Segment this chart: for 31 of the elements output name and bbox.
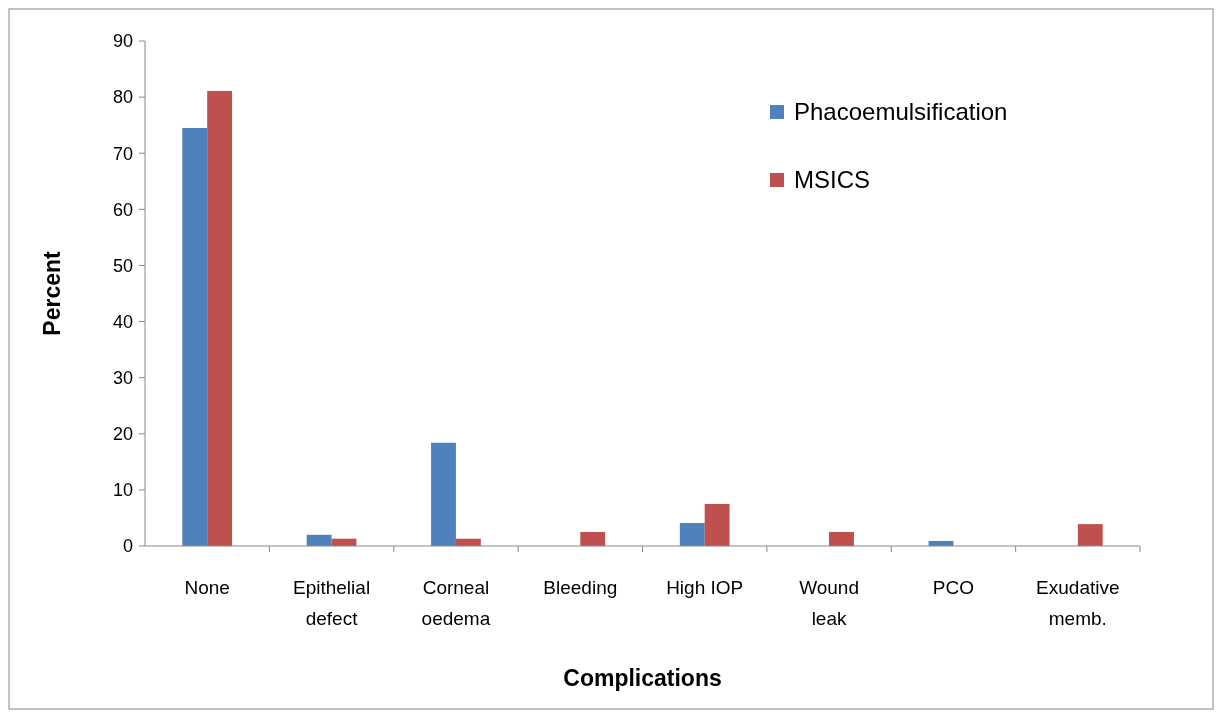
y-axis-title: Percent	[39, 250, 65, 336]
x-tick-label: Wound leak	[799, 577, 859, 629]
bar	[306, 534, 332, 546]
y-tick-label: 50	[112, 255, 133, 276]
bar	[679, 522, 705, 546]
y-tick-label: 10	[112, 480, 133, 501]
x-tick-label: None	[184, 577, 230, 598]
bar	[182, 127, 208, 546]
bar	[580, 531, 606, 546]
x-tick-label: Exudative memb.	[1036, 577, 1120, 629]
x-tick-label: PCO	[932, 577, 975, 598]
y-tick-label: 80	[112, 87, 133, 108]
y-tick-label: 90	[112, 31, 133, 52]
bar	[704, 503, 730, 546]
y-tick-label: 70	[112, 143, 133, 164]
bar	[829, 531, 854, 546]
bar	[207, 90, 233, 546]
x-tick-label: Epithelial defect	[293, 577, 371, 629]
x-tick-label: Bleeding	[543, 577, 618, 598]
legend-label: MSICS	[794, 166, 871, 194]
y-tick-label: 60	[112, 199, 133, 220]
legend-label: Phacoemulsification	[794, 98, 1008, 126]
x-tick-label: High IOP	[666, 577, 744, 598]
y-tick-label: 30	[112, 367, 133, 388]
y-tick-label: 40	[112, 311, 133, 332]
bar	[1077, 524, 1103, 546]
y-tick-label: 20	[112, 424, 133, 445]
x-axis-title: Complications	[563, 665, 722, 691]
bar	[431, 442, 456, 546]
y-tick-label: 0	[122, 536, 133, 557]
x-tick-label: Corneal oedema	[421, 577, 491, 629]
